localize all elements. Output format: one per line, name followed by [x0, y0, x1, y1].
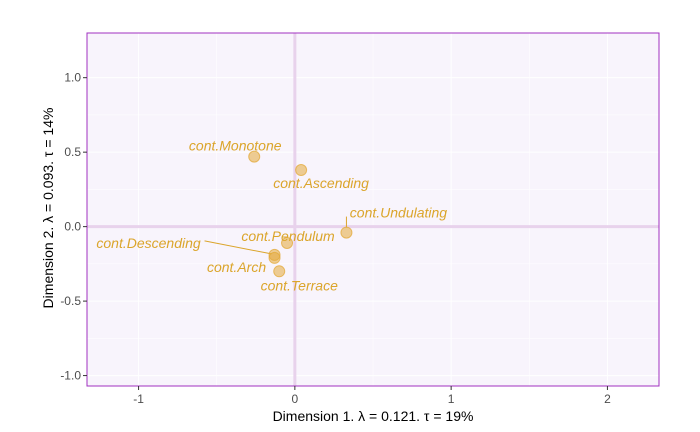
data-point [281, 237, 294, 250]
point-labels: cont.Monotone cont.Ascending cont.Undulati… [96, 138, 447, 294]
label-leaders [204, 216, 347, 255]
y-tick-label: 0.5 [64, 145, 81, 159]
plot-border [86, 32, 660, 387]
data-point [295, 164, 308, 177]
label-leader-line [204, 240, 272, 255]
y-tick-label: -0.5 [60, 294, 81, 308]
point-label: cont.Ascending [273, 175, 369, 191]
x-tick-label: 1 [448, 392, 455, 406]
y-tick-label: 0.0 [64, 220, 81, 234]
x-tick-label: -1 [133, 392, 144, 406]
point-label: cont.Pendulum [241, 228, 335, 244]
x-axis-title: Dimension 1. λ = 0.121. τ = 19% [273, 408, 474, 424]
y-tick-label: 1.0 [64, 71, 81, 85]
data-point [273, 265, 286, 278]
zero-lines [87, 33, 659, 386]
data-point [248, 150, 261, 163]
data-point [340, 226, 353, 239]
data-points [248, 150, 353, 278]
point-label: cont.Descending [96, 235, 201, 251]
point-label: cont.Undulating [350, 205, 448, 221]
data-point [268, 251, 281, 264]
point-label: cont.Arch [207, 259, 266, 275]
point-label: cont.Monotone [189, 138, 282, 154]
y-axis-title: Dimension 2. λ = 0.093. τ = 14% [40, 108, 56, 309]
x-tick-label: 2 [604, 392, 611, 406]
x-tick-label: 0 [292, 392, 299, 406]
point-label: cont.Terrace [261, 277, 339, 293]
y-tick-label: -1.0 [60, 369, 81, 383]
x-axis-ticks: -1 0 1 2 [133, 386, 611, 406]
y-axis-ticks: -1.0 -0.5 0.0 0.5 1.0 [60, 71, 87, 383]
